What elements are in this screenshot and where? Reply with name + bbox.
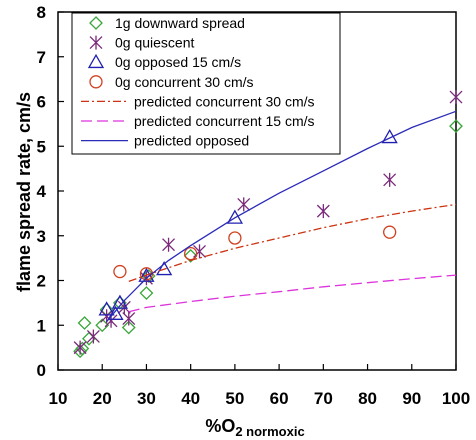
y-tick-label: 6 xyxy=(37,93,46,112)
y-tick-label: 3 xyxy=(37,227,46,246)
legend-swatch xyxy=(89,35,103,50)
series-line xyxy=(128,203,457,283)
data-point xyxy=(228,231,242,245)
legend-label: predicted concurrent 30 cm/s xyxy=(134,93,315,109)
y-tick-label: 8 xyxy=(37,3,46,22)
series-layer xyxy=(73,90,463,359)
legend-swatch xyxy=(89,16,103,30)
data-point xyxy=(98,301,115,316)
data-point xyxy=(86,329,100,344)
legend-swatch xyxy=(87,53,105,69)
series-4 xyxy=(128,203,457,283)
x-tick-label: 50 xyxy=(225,389,244,408)
data-point xyxy=(226,209,244,224)
data-point xyxy=(193,244,206,259)
data-point xyxy=(162,237,176,252)
x-tick-label: 20 xyxy=(93,389,112,408)
x-tick-label: 10 xyxy=(49,389,68,408)
legend-label: 0g concurrent 30 cm/s xyxy=(115,74,254,90)
legend: 1g downward spread 0g quiescent 0g opposed… xyxy=(71,12,341,155)
legend-label: predicted concurrent 15 cm/s xyxy=(134,113,315,129)
x-tick-label: 60 xyxy=(270,389,289,408)
legend-label: 0g quiescent xyxy=(115,35,195,51)
y-tick-label: 0 xyxy=(37,361,46,380)
x-axis-ticks: 10 20 30 40 50 60 70 80 90 100 xyxy=(49,364,470,408)
data-point xyxy=(139,286,154,300)
data-point xyxy=(77,316,92,330)
data-point xyxy=(184,246,198,261)
x-axis-label-main: %O xyxy=(205,416,235,436)
series-line xyxy=(128,274,457,313)
data-point xyxy=(156,261,173,276)
legend-label: 1g downward spread xyxy=(115,15,245,31)
data-point xyxy=(449,90,463,105)
x-tick-label: 40 xyxy=(181,389,200,408)
x-tick-label: 90 xyxy=(402,389,421,408)
x-axis-label-subscript: 2 normoxic xyxy=(235,424,304,439)
data-point xyxy=(383,172,397,187)
legend-box xyxy=(71,12,341,155)
y-tick-label: 2 xyxy=(37,272,46,291)
data-point xyxy=(107,305,124,320)
data-point xyxy=(449,119,463,134)
y-axis-label: flame spread rate, cm/s xyxy=(14,92,34,292)
legend-label: 0g opposed 15 cm/s xyxy=(115,54,241,70)
data-point xyxy=(122,311,136,326)
series-6 xyxy=(106,110,457,323)
data-point xyxy=(113,264,127,279)
y-tick-label: 4 xyxy=(37,182,47,201)
data-point xyxy=(73,340,87,355)
legend-swatch xyxy=(89,75,103,89)
x-tick-label: 100 xyxy=(442,389,470,408)
x-tick-label: 30 xyxy=(137,389,156,408)
x-axis-label: %O2 normoxic xyxy=(205,416,304,439)
data-point xyxy=(183,248,198,263)
series-line xyxy=(106,110,457,323)
legend-label: predicted opposed xyxy=(134,133,249,149)
y-tick-label: 5 xyxy=(37,137,46,156)
data-point xyxy=(383,225,397,239)
series-5 xyxy=(128,274,457,313)
data-point xyxy=(316,204,330,219)
y-tick-label: 1 xyxy=(37,316,46,335)
x-tick-label: 80 xyxy=(358,389,377,408)
x-tick-label: 70 xyxy=(314,389,333,408)
y-tick-label: 7 xyxy=(37,48,46,67)
data-point xyxy=(237,197,251,212)
y-axis-ticks: 0 1 2 3 4 5 6 7 8 xyxy=(37,3,64,380)
data-point xyxy=(121,320,136,335)
